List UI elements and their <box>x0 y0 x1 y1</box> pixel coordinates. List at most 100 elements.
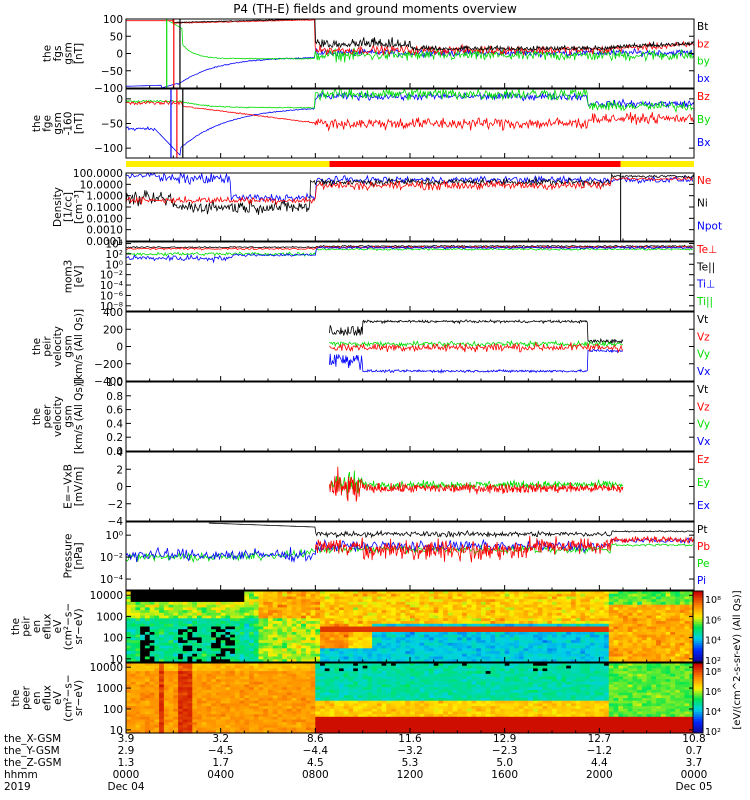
spectro-cell <box>149 679 155 683</box>
spectro-cell <box>182 645 189 649</box>
spectro-cell <box>547 607 553 611</box>
spectro-cell <box>443 626 449 630</box>
spectro-cell <box>585 645 591 649</box>
spectro-cell <box>239 714 245 718</box>
spectro-cell <box>192 626 198 630</box>
spectro-cell <box>405 656 411 660</box>
spectro-cell <box>286 681 293 686</box>
spectro-cell <box>585 618 591 622</box>
spectro-cell <box>575 621 581 625</box>
spectro-cell <box>310 640 316 644</box>
spectro-cell <box>187 722 193 726</box>
spectro-cell <box>514 623 520 628</box>
spectro-cell <box>282 642 288 647</box>
spectro-cell <box>348 659 354 663</box>
spectro-cell <box>182 689 189 694</box>
spectro-cell <box>178 591 184 595</box>
spectro-cell <box>220 708 226 713</box>
spectro-cell <box>556 632 562 636</box>
spectro-cell <box>433 601 439 606</box>
spectro-cell <box>320 623 326 628</box>
spectro-cell <box>144 645 151 649</box>
spectro-cell <box>561 637 567 641</box>
spectro-cell <box>230 711 236 715</box>
spectro-cell <box>206 632 212 636</box>
spectro-cell <box>135 706 141 710</box>
spectro-cell <box>277 632 283 636</box>
spectro-cell <box>367 618 373 622</box>
spectro-cell <box>135 593 141 597</box>
spectro-cell <box>329 695 335 699</box>
spectro-cell <box>646 659 652 663</box>
spectro-cell <box>580 591 586 595</box>
spectro-cell <box>542 640 548 644</box>
spectro-cell <box>168 722 174 726</box>
spectro-cell <box>126 698 132 702</box>
spectro-cell <box>447 656 454 660</box>
spectro-cell <box>490 593 496 597</box>
spectro-cell <box>414 621 420 625</box>
spectro-cell <box>301 618 307 622</box>
spectro-cell <box>395 623 402 628</box>
spectro-cell <box>641 642 648 647</box>
spectro-cell <box>263 724 269 729</box>
y-tick-label-3: 10⁻⁶ <box>100 290 123 302</box>
spectro-cell <box>230 640 236 644</box>
spectro-cell <box>343 714 349 718</box>
spectro-cell <box>220 656 226 660</box>
spectro-cell <box>485 634 491 638</box>
spectro-cell <box>367 665 373 669</box>
spectro-cell <box>637 653 643 658</box>
spectro-cell <box>277 593 283 597</box>
spectro-cell <box>589 645 596 649</box>
spectro-cell <box>211 612 217 617</box>
spectro-cell <box>646 604 652 608</box>
spectro-cell <box>353 671 359 675</box>
spectro-cell <box>424 615 430 619</box>
spectro-cell <box>320 621 326 625</box>
spectro-cell <box>168 612 174 617</box>
spectro-cell <box>447 618 454 622</box>
spectro-cell <box>452 623 458 628</box>
spectro-cell <box>499 610 506 614</box>
spectro-cell <box>518 645 525 649</box>
spectro-cell <box>613 610 619 614</box>
spectro-cell <box>168 719 174 723</box>
spectro-cell <box>499 632 506 636</box>
spectro-cell <box>329 640 335 644</box>
spectro-cell <box>135 599 141 603</box>
spectro-cell <box>272 615 278 619</box>
spectro-cell <box>552 653 558 658</box>
spectro-cell <box>163 687 170 691</box>
spectro-cell <box>372 601 378 606</box>
spectro-cell <box>329 724 335 729</box>
spectro-cell <box>197 651 203 655</box>
spectro-cell <box>428 607 435 611</box>
spectro-cell <box>192 634 198 638</box>
spectro-cell <box>310 607 316 611</box>
spectro-cell <box>192 593 198 597</box>
spectro-cell <box>533 645 539 649</box>
spectro-cell <box>310 642 316 647</box>
spectro-cell <box>372 591 378 595</box>
spectro-cell <box>230 698 236 702</box>
spectro-cell <box>637 648 643 652</box>
spectro-cell <box>249 681 255 686</box>
spectro-cell <box>253 621 260 625</box>
spectro-cell <box>301 659 307 663</box>
spectro-cell <box>419 593 425 597</box>
spectro-cell <box>372 692 378 696</box>
spectro-cell <box>367 626 373 630</box>
spectro-cell <box>144 719 151 723</box>
spectro-cell <box>230 648 236 652</box>
spectro-cell <box>258 612 264 617</box>
spectro-cell <box>452 637 458 641</box>
spectro-cell <box>343 596 349 600</box>
spectro-cell <box>253 668 260 672</box>
spectro-cell <box>168 703 174 707</box>
spectro-cell <box>320 676 326 680</box>
spectro-cell <box>211 591 217 595</box>
spectro-cell <box>490 651 496 655</box>
spectro-cell <box>329 656 335 660</box>
spectro-cell <box>367 692 373 696</box>
